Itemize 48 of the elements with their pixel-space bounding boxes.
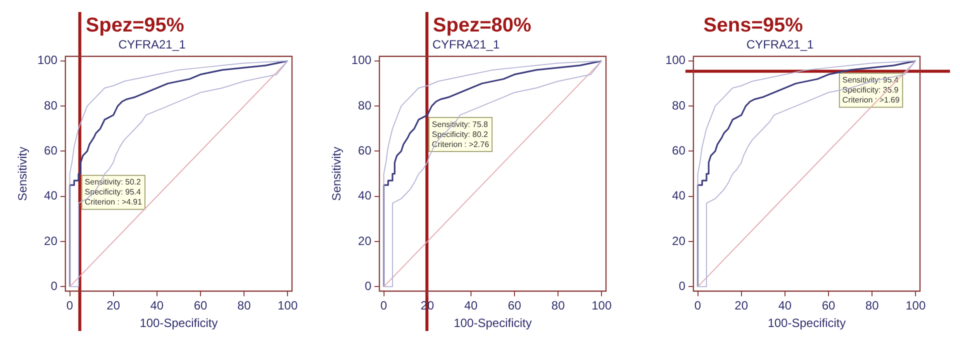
y-tick-label: 60 bbox=[672, 144, 686, 158]
x-tick-label: 0 bbox=[66, 298, 74, 313]
x-tick-label: 80 bbox=[865, 298, 880, 313]
x-tick-label: 20 bbox=[106, 298, 120, 313]
y-tick-label: 0 bbox=[678, 278, 686, 293]
x-axis-title: 100-Specificity bbox=[454, 316, 532, 330]
x-tick-label: 60 bbox=[194, 298, 208, 313]
annotation: Sensitivity: 50.2 Specificity: 95.4 Criterion : >4.91 bbox=[84, 178, 142, 207]
x-tick-label: 40 bbox=[464, 298, 478, 313]
y-tick-label: 40 bbox=[672, 188, 686, 203]
text: Spez=95% bbox=[86, 14, 184, 37]
y-tick-label: 40 bbox=[358, 188, 372, 203]
x-tick-label: 80 bbox=[551, 298, 566, 313]
chart-title: CYFRA21_1 bbox=[118, 38, 186, 52]
x-tick-label: 40 bbox=[150, 298, 164, 313]
y-tick-label: 20 bbox=[358, 234, 372, 248]
x-tick-label: 80 bbox=[237, 298, 252, 313]
x-tick-label: 100 bbox=[592, 298, 612, 313]
y-axis-title: Sensitivity bbox=[330, 146, 344, 201]
y-tick-label: 100 bbox=[665, 53, 686, 68]
y-tick-label: 40 bbox=[44, 188, 58, 203]
x-tick-label: 0 bbox=[380, 298, 388, 313]
x-tick-label: 20 bbox=[734, 298, 748, 313]
y-tick-label: 20 bbox=[672, 234, 686, 248]
text: Spez=80% bbox=[432, 14, 532, 37]
y-tick-label: 0 bbox=[364, 278, 372, 293]
x-tick-label: 40 bbox=[778, 298, 792, 313]
y-tick-label: 100 bbox=[37, 53, 58, 68]
y-tick-label: 60 bbox=[44, 144, 58, 158]
x-tick-label: 0 bbox=[694, 298, 702, 313]
y-tick-label: 80 bbox=[44, 98, 58, 112]
x-tick-label: 100 bbox=[278, 298, 298, 313]
chart-title: CYFRA21_1 bbox=[746, 38, 814, 52]
y-axis-title: Sensitivity bbox=[16, 146, 30, 201]
x-tick-label: 60 bbox=[822, 298, 836, 313]
x-axis-title: 100-Specificity bbox=[140, 316, 218, 330]
y-tick-label: 60 bbox=[358, 144, 372, 158]
y-tick-label: 20 bbox=[44, 234, 58, 248]
text: Sens=95% bbox=[703, 14, 804, 37]
chart-title: CYFRA21_1 bbox=[432, 38, 500, 52]
y-tick-label: 80 bbox=[358, 98, 372, 112]
x-tick-label: 100 bbox=[906, 298, 926, 313]
x-tick-label: 60 bbox=[508, 298, 522, 313]
y-tick-label: 0 bbox=[50, 278, 58, 293]
annotation: Sensitivity: 75.8 Specificity: 80.2 Criterion : >2.76 bbox=[432, 120, 490, 149]
y-tick-label: 100 bbox=[351, 53, 372, 68]
x-axis-title: 100-Specificity bbox=[768, 316, 846, 330]
y-tick-label: 80 bbox=[672, 98, 686, 112]
